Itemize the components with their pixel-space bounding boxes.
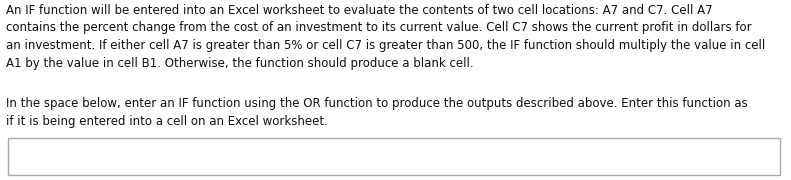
Text: In the space below, enter an IF function using the OR function to produce the ou: In the space below, enter an IF function… [6,97,747,127]
Bar [8,138,780,175]
Text: An IF function will be entered into an Excel worksheet to evaluate the contents : An IF function will be entered into an E… [6,4,765,69]
